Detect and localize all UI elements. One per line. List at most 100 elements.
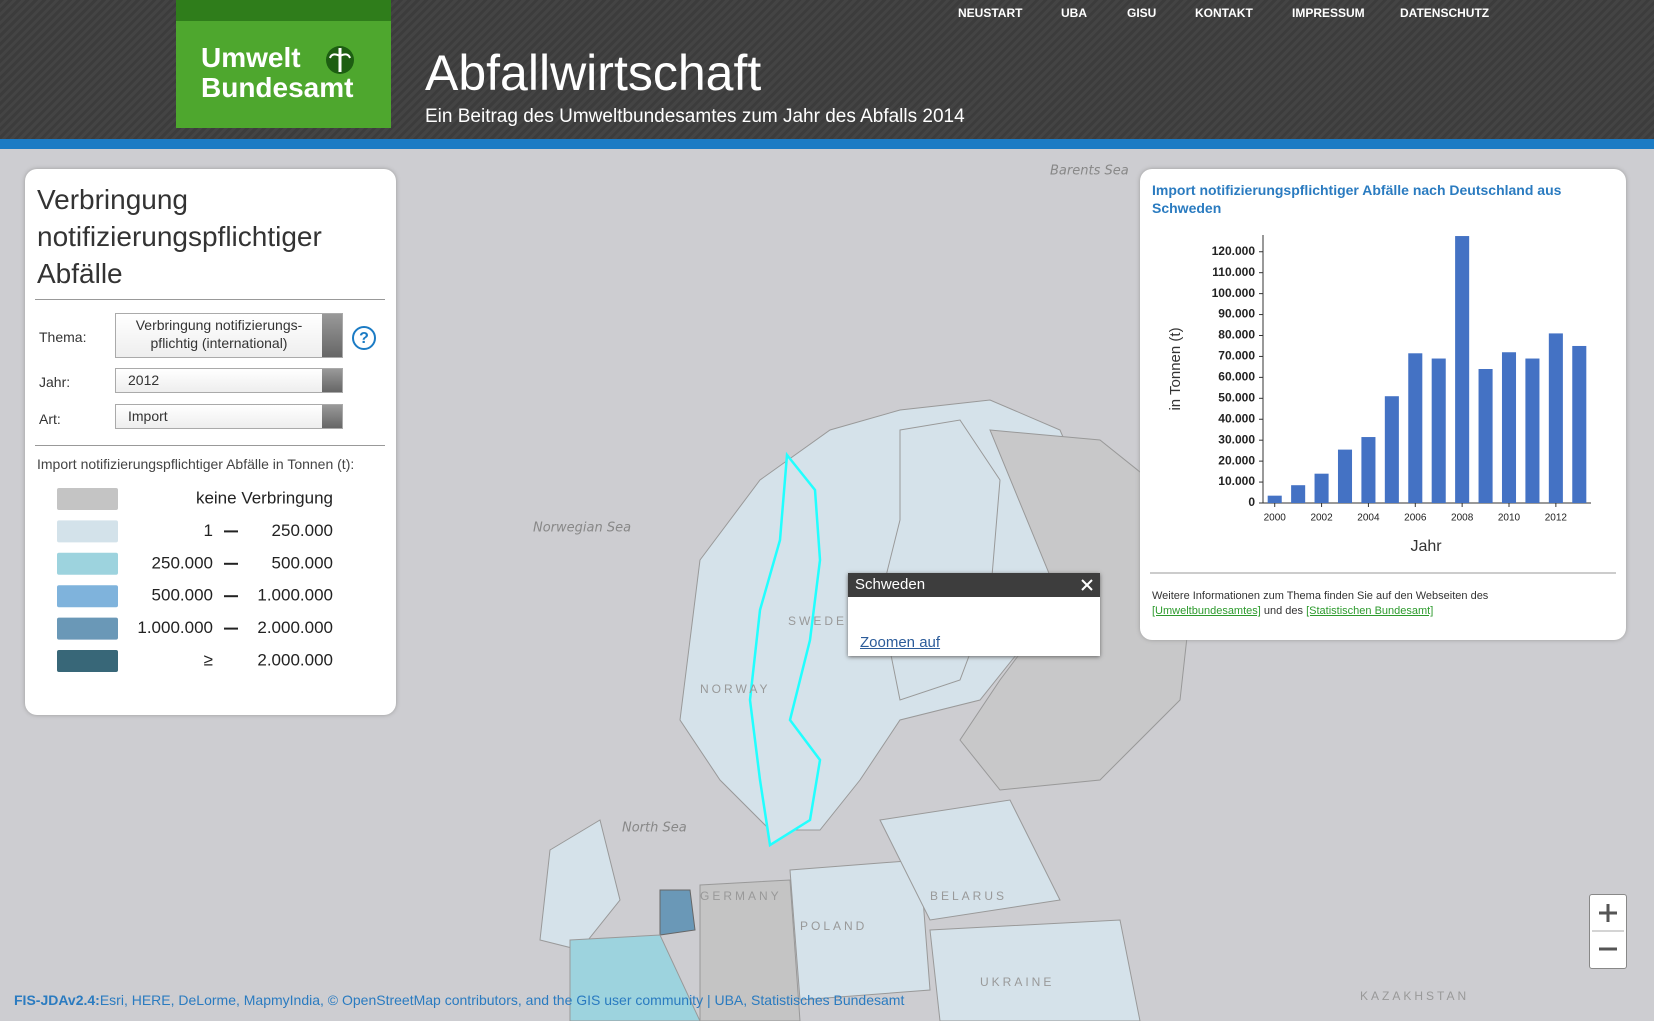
y-axis-label: in Tonnen (t) xyxy=(1167,327,1184,410)
ukraine[interactable] xyxy=(929,919,1141,1021)
y-tick-label: 40.000 xyxy=(1218,411,1255,425)
info-link[interactable]: [Umweltbundesamtes] xyxy=(1152,605,1261,617)
bar xyxy=(1478,369,1493,503)
y-tick-label: 60.000 xyxy=(1218,370,1255,384)
y-tick-label: 20.000 xyxy=(1218,453,1255,467)
nav-link[interactable]: IMPRESSUM xyxy=(1292,6,1365,20)
select-text: Import xyxy=(128,408,168,424)
legend-title: Import notifizierungspflichtiger Abfälle… xyxy=(37,456,355,472)
uk[interactable] xyxy=(539,819,621,951)
close-button[interactable] xyxy=(1080,578,1094,592)
popup-header: Schweden xyxy=(848,573,1100,597)
map-label: SWEDEN xyxy=(788,614,859,628)
map-label: KAZAKHSTAN xyxy=(1360,989,1469,1003)
zoom-link[interactable]: Zoomen auf xyxy=(860,634,941,651)
logo[interactable]: Umwelt Bundesamt xyxy=(176,0,391,128)
legend-from: 250.000 xyxy=(152,553,213,572)
y-tick-label: 0 xyxy=(1248,495,1255,509)
legend-swatch xyxy=(57,585,118,608)
title-line: notifizierungspflichtiger xyxy=(37,221,322,252)
bar xyxy=(1548,333,1563,503)
help-button[interactable]: ? xyxy=(351,325,377,351)
select[interactable]: Verbringung notifizierungs-pflichtig (in… xyxy=(115,313,343,358)
site-title: Abfallwirtschaft xyxy=(425,45,762,101)
legend: keine Verbringung 1 250.000 250.000 500.000 5… xyxy=(57,488,333,672)
legend-swatch xyxy=(57,488,118,510)
attribution: FIS-JDAv2.4:Esri, HERE, DeLorme, MapmyIn… xyxy=(14,992,904,1008)
x-tick-label: 2006 xyxy=(1404,513,1427,524)
legend-to: 250.000 xyxy=(272,521,333,540)
map-label: North Sea xyxy=(622,821,687,836)
title-line: Abfälle xyxy=(37,258,123,289)
zoom-buttons[interactable] xyxy=(1590,895,1626,968)
netherlands[interactable] xyxy=(659,889,696,936)
y-tick-label: 70.000 xyxy=(1218,349,1255,363)
x-tick-label: 2000 xyxy=(1264,513,1287,524)
select[interactable]: Import xyxy=(115,404,343,429)
legend-swatch xyxy=(57,520,118,543)
y-tick-label: 100.000 xyxy=(1212,286,1256,300)
bar xyxy=(1572,345,1587,503)
legend-from: 500.000 xyxy=(152,586,213,605)
x-tick-label: 2010 xyxy=(1498,513,1521,524)
version: FIS-JDAv2.4: xyxy=(14,992,100,1008)
x-tick-label: 2012 xyxy=(1545,513,1568,524)
poland[interactable] xyxy=(789,859,931,1001)
info-text: Weitere Informationen zum Thema finden S… xyxy=(1152,590,1489,602)
bar xyxy=(1408,353,1423,503)
legend-label: keine Verbringung xyxy=(196,488,333,507)
site-subtitle: Ein Beitrag des Umweltbundesamtes zum Ja… xyxy=(425,106,965,127)
map-label: POLAND xyxy=(800,919,867,933)
info-link[interactable]: [Statistischen Bundesamt] xyxy=(1306,605,1434,617)
sweden-outline[interactable] xyxy=(748,451,822,848)
belarus[interactable] xyxy=(879,799,1061,921)
field-label: Thema: xyxy=(39,329,87,345)
x-axis-label: Jahr xyxy=(1410,538,1442,555)
field-label: Jahr: xyxy=(39,374,71,390)
france[interactable] xyxy=(569,934,701,1021)
y-tick-label: 110.000 xyxy=(1212,265,1255,279)
legend-to: 500.000 xyxy=(272,553,333,572)
x-tick-label: 2008 xyxy=(1451,513,1474,524)
y-tick-label: 80.000 xyxy=(1218,328,1255,342)
popup-title: Schweden xyxy=(855,576,926,593)
logo-icon xyxy=(326,46,354,74)
legend-to: 2.000.000 xyxy=(257,650,333,669)
nav-link[interactable]: UBA xyxy=(1061,6,1087,20)
bar xyxy=(1455,236,1470,503)
y-tick-label: 50.000 xyxy=(1218,390,1255,404)
y-tick-label: 30.000 xyxy=(1218,432,1255,446)
nav-link[interactable]: NEUSTART xyxy=(958,6,1023,20)
select[interactable]: 2012 xyxy=(115,368,343,393)
legend-from: 1 xyxy=(204,521,213,540)
legend-to: 2.000.000 xyxy=(257,618,333,637)
bar xyxy=(1501,352,1517,503)
x-tick-label: 2002 xyxy=(1310,513,1333,524)
germany[interactable] xyxy=(699,879,801,1021)
nav-link[interactable]: KONTAKT xyxy=(1195,6,1253,20)
select-text: pflichtig (international) xyxy=(150,335,288,351)
legend-to: 1.000.000 xyxy=(257,586,333,605)
y-tick-label: 10.000 xyxy=(1218,474,1255,488)
bar xyxy=(1291,485,1306,503)
chart: Import notifizierungspflichtiger Abfälle… xyxy=(1150,182,1616,574)
select-text: Verbringung notifizierungs- xyxy=(135,317,303,333)
select-text: 2012 xyxy=(128,372,160,388)
info-text: und des xyxy=(1263,605,1304,617)
control-panel: Verbringung notifizierungspflichtiger Ab… xyxy=(25,169,396,715)
nav-link[interactable]: GISU xyxy=(1127,6,1157,20)
map-label: Barents Sea xyxy=(1050,164,1129,179)
legend-swatch xyxy=(57,552,118,575)
header-stripe xyxy=(0,139,1654,149)
x-tick-label: 2004 xyxy=(1357,513,1380,524)
legend-swatch xyxy=(57,650,118,672)
map-label: UKRAINE xyxy=(980,975,1054,989)
popup: Schweden Zoomen auf xyxy=(848,573,1100,656)
divider xyxy=(35,299,385,300)
legend-swatch xyxy=(57,617,118,640)
map-label: NORWAY xyxy=(700,682,770,696)
nav-link[interactable]: DATENSCHUTZ xyxy=(1400,6,1490,20)
map-label: BELARUS xyxy=(930,889,1007,903)
